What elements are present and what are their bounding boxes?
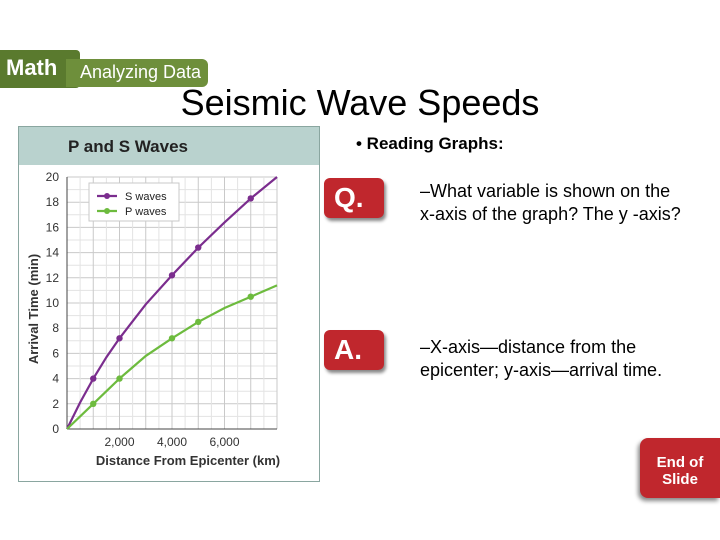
math-label: Math [6,55,58,80]
end-of-slide-label-2: Slide [662,471,698,488]
s-waves-line [66,176,278,430]
y-axis-title: Arrival Time (min) [26,254,41,364]
y-tick-label: 16 [46,220,60,234]
end-of-slide-label-1: End of [656,454,704,471]
y-tick-label: 10 [46,296,60,310]
y-tick-label: 14 [46,246,60,260]
p-waves-point [247,293,254,300]
legend-label-s-waves: S waves [125,191,167,203]
x-tick-label: 4,000 [157,435,187,449]
p-waves-point [195,318,202,326]
chart-title: P and S Waves [68,137,188,156]
s-waves-point [168,272,176,279]
p-waves-line [66,284,278,430]
y-tick-label: 0 [52,422,59,436]
slide-title: Seismic Wave Speeds [180,82,540,123]
y-tick-label: 20 [46,170,60,184]
s-waves-point [90,375,97,382]
legend-marker-s-waves [104,193,110,199]
y-tick-label: 4 [52,372,59,386]
chart-panel: P and S Waves 0 2 4 6 8 10 12 14 16 18 20 2,000 4,00… [18,126,320,482]
answer-badge: A. [324,330,384,370]
line-chart: 0 2 4 6 8 10 12 14 16 18 20 2,000 4,000 6,000 Distance… [26,170,280,468]
reading-graphs-heading: • Reading Graphs: [356,134,504,153]
x-axis-title: Distance From Epicenter (km) [96,453,280,468]
s-waves-point [247,195,254,202]
question-text: –What variable is shown on the x-axis of… [420,181,681,224]
p-waves-point [168,335,176,342]
legend-label-p-waves: P waves [125,206,167,218]
analyzing-data-label: Analyzing Data [80,62,202,82]
analyzing-data-tab [66,59,208,87]
x-tick-label: 2,000 [104,435,134,449]
answer-text: –X-axis—distance from the epicenter; y-a… [420,337,663,380]
y-tick-label: 18 [46,195,60,209]
legend-marker-p-waves [104,208,110,214]
question-badge-label: Q. [334,182,364,213]
s-waves-point [116,335,123,342]
s-waves-point [195,244,202,251]
section-banner: Math Analyzing Data [0,50,210,90]
answer-badge-label: A. [334,334,362,365]
question-badge: Q. [324,178,384,218]
legend-box [88,182,180,222]
y-tick-label: 6 [52,346,59,360]
y-tick-label: 2 [52,397,59,411]
end-of-slide-button[interactable]: End of Slide [640,438,720,498]
y-tick-label: 12 [46,271,60,285]
y-tick-label: 8 [52,321,59,335]
p-waves-point [116,375,123,382]
chart-header-band [19,127,319,165]
x-tick-label: 6,000 [209,435,239,449]
p-waves-point [90,400,97,407]
